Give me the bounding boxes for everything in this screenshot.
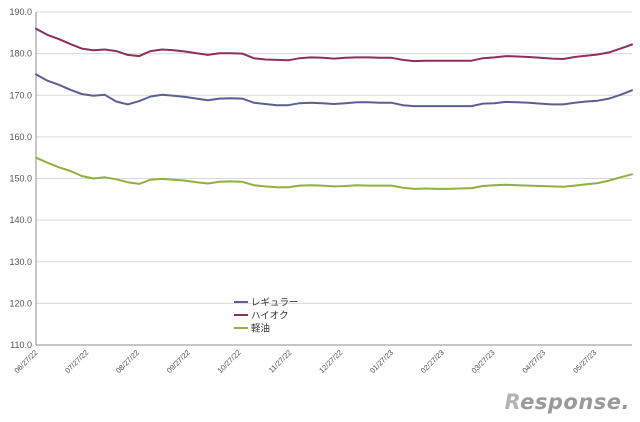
x-tick-label: 11/27/22 — [267, 348, 294, 375]
y-tick-label: 160.0 — [9, 132, 32, 142]
x-tick-label: 10/27/22 — [216, 348, 243, 375]
y-tick-label: 180.0 — [9, 49, 32, 59]
series-line-1 — [35, 73, 633, 108]
x-tick-label: 05/27/23 — [571, 348, 598, 375]
watermark-mark: R — [504, 390, 521, 414]
y-tick-label: 170.0 — [9, 90, 32, 100]
y-tick-label: 110.0 — [10, 340, 32, 350]
x-tick-label: 08/27/22 — [114, 348, 141, 375]
x-tick-label: 07/27/22 — [63, 348, 90, 375]
watermark-text: esponse. — [520, 390, 630, 414]
series-line-2 — [35, 27, 633, 63]
y-axis-ticks: 110.0 120.0 130.0 140.0 150.0 160.0 170.0 180.0… — [9, 7, 32, 350]
response-watermark: Response. — [505, 390, 631, 414]
gridlines — [36, 11, 632, 304]
series-lines — [35, 27, 633, 190]
x-tick-label: 04/27/23 — [520, 348, 547, 375]
legend-label-2: ハイオク — [251, 311, 289, 322]
y-tick-label: 150.0 — [9, 174, 32, 184]
series-line-3 — [35, 156, 633, 190]
y-tick-label: 190.0 — [9, 7, 32, 17]
y-tick-label: 120.0 — [9, 298, 32, 308]
x-axis-ticks: 06/27/22 07/27/22 08/27/22 09/27/22 10/27/22… — [12, 348, 598, 375]
axes — [35, 12, 632, 346]
y-tick-label: 130.0 — [9, 257, 32, 267]
legend-label-1: レギュラー — [251, 298, 299, 309]
x-tick-label: 03/27/23 — [470, 348, 497, 375]
x-tick-label: 02/27/23 — [419, 348, 446, 375]
x-tick-label: 06/27/22 — [12, 348, 39, 375]
x-tick-label: 12/27/22 — [317, 348, 344, 375]
legend-label-3: 軽油 — [251, 323, 270, 335]
y-tick-label: 140.0 — [9, 215, 32, 225]
x-tick-label: 09/27/22 — [165, 348, 192, 375]
x-tick-label: 01/27/23 — [368, 348, 395, 375]
